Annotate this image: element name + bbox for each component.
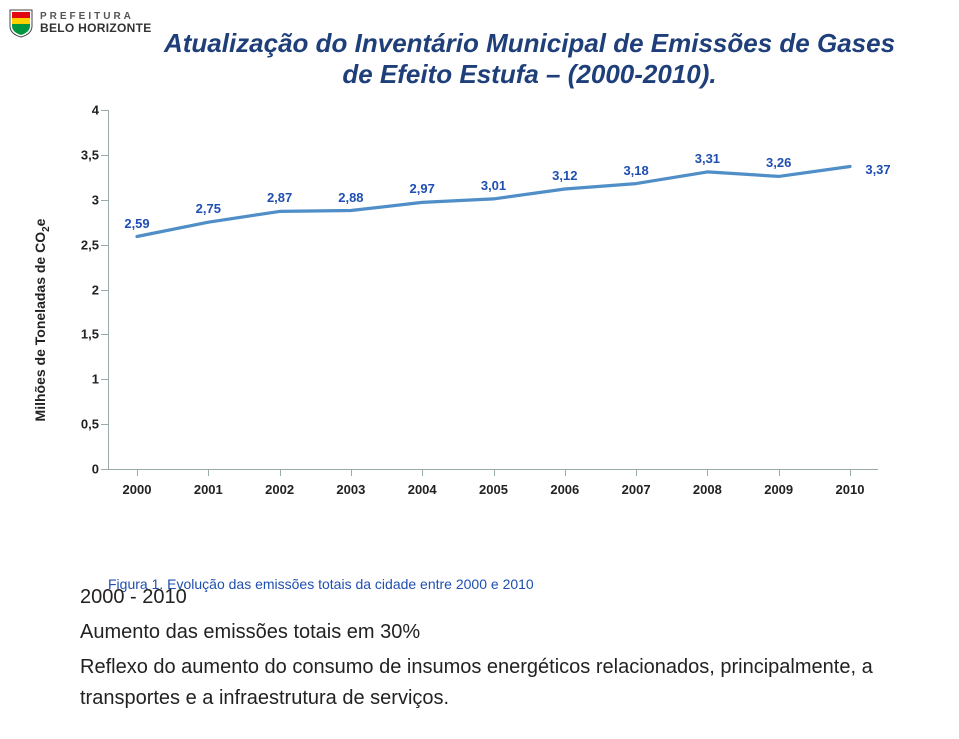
logo-line2: BELO HORIZONTE <box>40 22 152 34</box>
y-tick <box>101 379 109 380</box>
data-label: 3,18 <box>623 163 648 178</box>
x-tick <box>850 469 851 476</box>
x-tick-label: 2008 <box>693 482 722 497</box>
x-tick-label: 2002 <box>265 482 294 497</box>
x-tick <box>351 469 352 476</box>
data-label: 3,12 <box>552 168 577 183</box>
body-text: 2000 - 2010 Aumento das emissões totais … <box>80 582 900 718</box>
y-tick-label: 1,5 <box>81 327 99 342</box>
body-p1: 2000 - 2010 <box>80 582 900 613</box>
x-tick <box>208 469 209 476</box>
line-series <box>109 110 878 469</box>
y-tick-label: 2 <box>92 282 99 297</box>
x-tick-label: 2004 <box>408 482 437 497</box>
data-label: 2,88 <box>338 190 363 205</box>
x-tick-label: 2001 <box>194 482 223 497</box>
x-tick-label: 2009 <box>764 482 793 497</box>
page-title: Atualização do Inventário Municipal de E… <box>150 28 909 90</box>
y-axis-label: Milhões de Toneladas de CO2e <box>32 219 52 422</box>
y-tick <box>101 155 109 156</box>
y-tick <box>101 469 109 470</box>
data-label: 3,37 <box>865 162 890 177</box>
y-tick-label: 3,5 <box>81 147 99 162</box>
org-logo: PREFEITURA BELO HORIZONTE <box>8 8 152 38</box>
x-tick <box>494 469 495 476</box>
data-label: 2,97 <box>410 181 435 196</box>
data-label: 2,59 <box>124 216 149 231</box>
y-tick-label: 0 <box>92 462 99 477</box>
y-tick <box>101 245 109 246</box>
x-tick-label: 2010 <box>836 482 865 497</box>
body-p2: Aumento das emissões totais em 30% <box>80 617 900 648</box>
y-tick-label: 3 <box>92 192 99 207</box>
data-label: 3,31 <box>695 151 720 166</box>
y-tick <box>101 290 109 291</box>
x-tick <box>636 469 637 476</box>
data-label: 3,01 <box>481 178 506 193</box>
y-tick <box>101 200 109 201</box>
y-tick-label: 1 <box>92 372 99 387</box>
x-tick <box>280 469 281 476</box>
x-tick <box>137 469 138 476</box>
data-label: 2,75 <box>196 201 221 216</box>
plot-area: 00,511,522,533,5420002001200220032004200… <box>108 110 878 470</box>
x-tick-label: 2007 <box>622 482 651 497</box>
shield-icon <box>8 8 34 38</box>
x-tick <box>422 469 423 476</box>
x-tick <box>707 469 708 476</box>
y-tick-label: 0,5 <box>81 417 99 432</box>
data-label: 3,26 <box>766 155 791 170</box>
x-tick-label: 2006 <box>550 482 579 497</box>
y-tick-label: 4 <box>92 103 99 118</box>
data-label: 2,87 <box>267 190 292 205</box>
x-tick <box>565 469 566 476</box>
y-tick <box>101 334 109 335</box>
x-tick <box>779 469 780 476</box>
emissions-chart: Milhões de Toneladas de CO2e 00,511,522,… <box>60 110 900 530</box>
y-tick-label: 2,5 <box>81 237 99 252</box>
y-tick <box>101 110 109 111</box>
body-p3: Reflexo do aumento do consumo de insumos… <box>80 652 900 714</box>
x-tick-label: 2000 <box>123 482 152 497</box>
y-tick <box>101 424 109 425</box>
x-tick-label: 2005 <box>479 482 508 497</box>
x-tick-label: 2003 <box>336 482 365 497</box>
